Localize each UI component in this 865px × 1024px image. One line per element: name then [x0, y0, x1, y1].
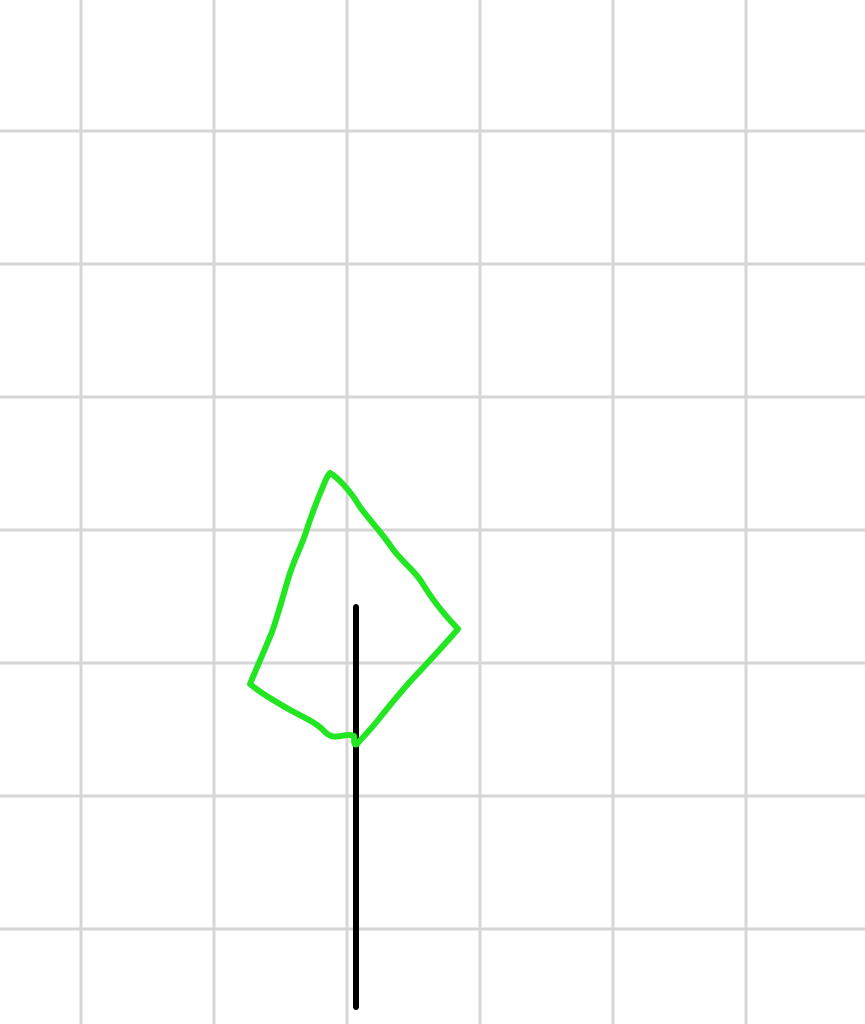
freehand-shape[interactable] [247, 470, 461, 748]
